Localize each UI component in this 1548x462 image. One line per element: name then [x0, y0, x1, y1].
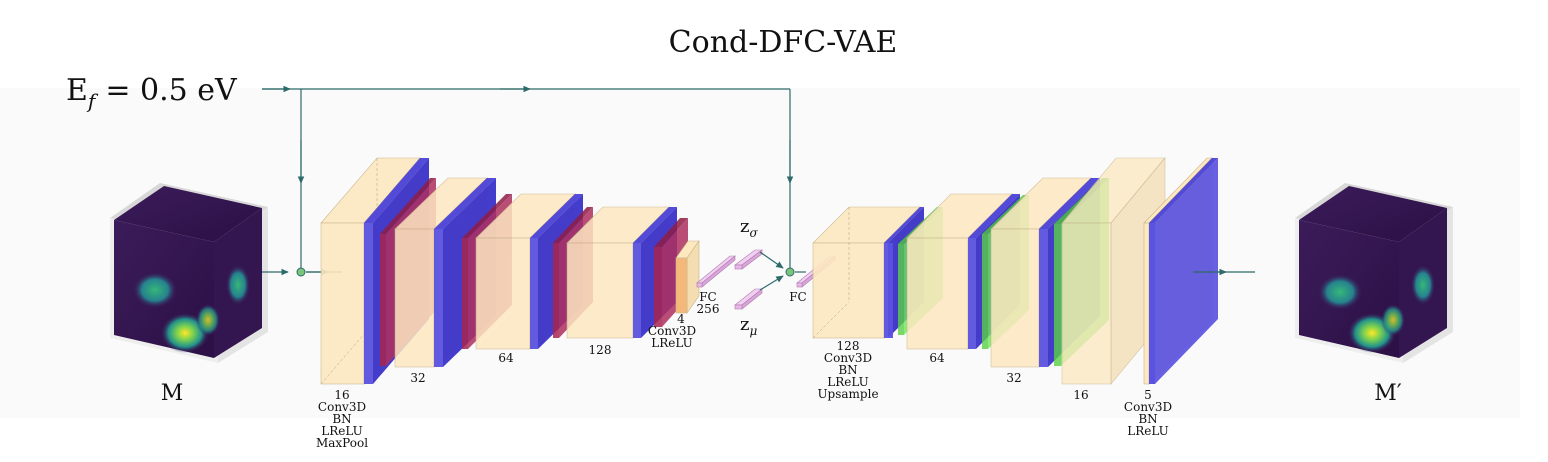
enc-b1-line-5: MaxPool [316, 436, 368, 450]
enc-b5-line-2: Conv3D [648, 324, 696, 338]
encoder-fc [696, 255, 736, 288]
dec-b1-line-4: LReLU [827, 375, 869, 389]
enc-b1-line-1: 16 [334, 388, 349, 402]
latent-sigma-label: zσ [740, 216, 758, 240]
enc-fc-line-1: FC [699, 290, 717, 304]
input-cube [110, 183, 268, 363]
dec-b1-line-2: Conv3D [824, 351, 872, 365]
enc-fc-line-2: 256 [697, 302, 720, 316]
bn-layer [364, 158, 429, 223]
input-label: M [161, 381, 184, 406]
dec-b2-label: 64 [929, 351, 945, 365]
dec-b5-line-3: BN [1138, 412, 1157, 426]
encoder [320, 157, 736, 385]
decoder-block-5 [1143, 157, 1218, 385]
dec-b4-label: 16 [1073, 388, 1088, 402]
dec-b5-line-1: 5 [1144, 388, 1152, 402]
dec-b5-line-4: LReLU [1127, 424, 1169, 438]
enc-b5-line-1: 4 [677, 312, 685, 326]
latent-mu-bar [734, 288, 763, 310]
dec-b5-line-2: Conv3D [1124, 400, 1172, 414]
dec-fc-label: FC [789, 290, 807, 304]
enc-b2-label: 32 [410, 371, 425, 385]
encoder-block-5 [675, 240, 700, 314]
enc-b5-line-3: LReLU [651, 336, 693, 350]
dec-b1-line-3: BN [838, 363, 857, 377]
enc-b1-line-3: BN [332, 412, 351, 426]
merge-node-encoder [296, 267, 306, 277]
enc-b1-line-4: LReLU [321, 424, 363, 438]
output-cube [1295, 183, 1453, 363]
dec-b1-line-5: Upsample [817, 387, 878, 401]
condition-lines [262, 85, 794, 272]
dec-b1-line-1: 128 [837, 339, 860, 353]
condition-label: Ef = 0.5 eV [66, 73, 238, 113]
encoder-labels: 16 Conv3D BN LReLU MaxPool 32 64 128 4 Conv3D… [316, 290, 720, 450]
enc-b3-label: 64 [498, 351, 514, 365]
condition-equation: = 0.5 eV [105, 73, 238, 108]
decoder-labels: FC 128 Conv3D BN LReLU Upsample 64 32 16 5 Co… [789, 290, 1172, 438]
enc-b4-label: 128 [589, 343, 612, 357]
dec-b3-label: 32 [1006, 371, 1021, 385]
merge-node-decoder [785, 267, 795, 277]
enc-b1-line-2: Conv3D [318, 400, 366, 414]
condition-symbol: E [66, 73, 88, 108]
latent-arrows [759, 251, 806, 291]
latent-mu-label: zμ [740, 314, 757, 338]
diagram-title: Cond-DFC-VAE [669, 25, 898, 60]
output-label: M′ [1374, 381, 1402, 406]
latent-sigma-bar [734, 249, 763, 270]
svg-text:Ef= 0.5 eV: Ef = 0.5 eV [66, 73, 238, 113]
decoder [796, 157, 1218, 385]
